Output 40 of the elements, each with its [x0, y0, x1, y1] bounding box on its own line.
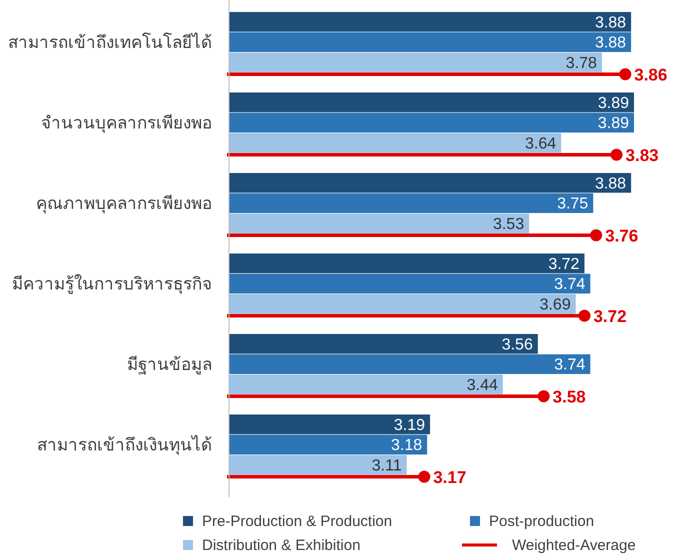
- point: [578, 310, 590, 322]
- point: [538, 390, 550, 402]
- point: [610, 148, 623, 161]
- data-label: 3.72: [548, 256, 580, 273]
- y-tick-label: สามารถเข้าถึงเงินทุนได้: [37, 434, 212, 456]
- data-label: 3.53: [492, 216, 524, 233]
- data-label: 3.44: [466, 376, 498, 394]
- y-tick-label: มีความรู้ในการบริหารธุรกิจ: [12, 274, 212, 295]
- y-tick-label: จำนวนบุคลากรเพียงพอ: [41, 114, 212, 134]
- data-label: 3.89: [598, 94, 630, 112]
- data-label: 3.83: [626, 146, 659, 165]
- data-label: 3.88: [594, 175, 626, 192]
- data-label: 3.58: [552, 387, 586, 406]
- legend-label: Distribution & Exhibition: [202, 537, 360, 554]
- legend-label: Weighted-Average: [512, 537, 636, 554]
- point: [418, 470, 430, 483]
- data-label: 3.72: [593, 306, 627, 326]
- data-label: 3.76: [605, 226, 638, 246]
- y-tick-label: คุณภาพบุคลากรเพียงพอ: [36, 194, 212, 214]
- data-label: 3.89: [598, 115, 630, 132]
- data-label: 3.19: [394, 416, 426, 434]
- data-label: 3.88: [594, 14, 626, 32]
- data-label: 3.75: [557, 196, 588, 213]
- data-label: 3.17: [433, 468, 466, 487]
- data-label: 3.11: [372, 457, 402, 474]
- point: [619, 68, 632, 80]
- data-label: 3.88: [594, 34, 626, 52]
- legend-label: Post-production: [489, 513, 594, 530]
- data-label: 3.78: [566, 54, 598, 72]
- data-label: 3.64: [525, 135, 556, 152]
- data-label: 3.69: [540, 296, 571, 314]
- data-label: 3.74: [554, 276, 586, 294]
- data-label: 3.86: [634, 65, 668, 84]
- y-tick-label: สามารถเข้าถึงเทคโนโลยีได้: [8, 32, 212, 52]
- data-label: 3.56: [502, 336, 533, 354]
- point: [590, 229, 602, 242]
- data-label: 3.18: [390, 437, 422, 454]
- y-tick-label: มีฐานข้อมูล: [127, 355, 212, 376]
- data-label: 3.74: [554, 356, 586, 374]
- legend-label: Pre-Production & Production: [202, 513, 392, 530]
